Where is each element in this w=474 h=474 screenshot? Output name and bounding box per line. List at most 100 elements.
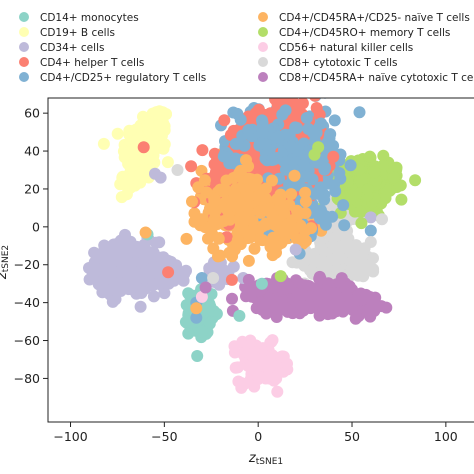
data-point	[271, 193, 284, 205]
data-point	[186, 195, 198, 208]
data-point	[259, 217, 272, 230]
data-point	[252, 190, 265, 202]
legend-marker	[19, 72, 29, 82]
data-point	[133, 175, 146, 188]
data-point	[233, 309, 246, 322]
data-point	[190, 311, 203, 324]
data-point	[177, 274, 190, 287]
data-point	[309, 255, 322, 267]
data-point	[255, 277, 268, 290]
data-point	[231, 107, 244, 120]
data-point	[153, 236, 166, 249]
data-point	[361, 183, 374, 196]
data-point	[262, 98, 266, 99]
data-point	[231, 234, 244, 247]
legend-label: CD14+ monocytes	[40, 12, 139, 24]
data-point	[300, 235, 312, 247]
legend-label: CD8+ cytotoxic T cells	[279, 57, 398, 69]
data-point	[269, 98, 282, 106]
x-axis-label: ztSNE1	[248, 451, 283, 467]
data-point	[347, 253, 360, 265]
data-point	[285, 188, 298, 201]
legend-label: CD34+ cells	[40, 42, 104, 54]
legend-item: CD34+ cells	[19, 42, 104, 54]
data-point	[355, 217, 368, 230]
data-point	[238, 214, 251, 227]
data-point	[122, 147, 135, 160]
data-point	[291, 122, 303, 134]
data-point	[162, 266, 175, 279]
data-point	[228, 243, 241, 256]
data-point	[139, 226, 152, 239]
data-point	[377, 193, 390, 205]
data-point	[196, 325, 209, 338]
data-point	[367, 252, 379, 265]
data-point	[97, 137, 110, 150]
data-point	[218, 114, 231, 127]
data-point	[274, 270, 287, 283]
data-point	[343, 280, 356, 293]
x-tick-label: −100	[53, 429, 87, 444]
data-point	[346, 265, 358, 278]
data-point	[266, 154, 279, 166]
data-point	[260, 182, 272, 195]
data-point	[134, 300, 147, 313]
data-point	[196, 144, 209, 157]
legend-item: CD4+/CD45RO+ memory T cells	[258, 27, 450, 39]
data-point	[226, 199, 239, 212]
legend-marker	[19, 12, 29, 22]
data-point	[256, 126, 269, 139]
data-point	[180, 232, 193, 245]
data-point	[161, 156, 174, 169]
data-point	[219, 184, 232, 197]
data-point	[154, 171, 167, 184]
legend-marker	[258, 72, 268, 82]
legend: CD14+ monocytes CD19+ B cells CD34+ cells C…	[19, 12, 474, 84]
legend-item: CD8+ cytotoxic T cells	[258, 57, 398, 69]
legend-marker	[19, 57, 29, 67]
data-point	[106, 295, 119, 308]
legend-label: CD56+ natural killer cells	[279, 42, 413, 54]
data-point	[340, 289, 353, 302]
data-point	[256, 234, 269, 247]
data-point	[185, 160, 198, 173]
legend-item: CD4+/CD45RA+/CD25- naïve T cells	[258, 12, 470, 24]
data-point	[160, 108, 172, 121]
data-point	[113, 266, 126, 279]
data-point	[375, 300, 388, 313]
x-tick-label: −50	[151, 429, 177, 444]
data-point	[363, 303, 376, 316]
data-point	[333, 167, 346, 179]
data-point	[252, 370, 265, 383]
y-tick-label: 40	[24, 144, 40, 159]
data-point	[120, 188, 133, 201]
data-point	[267, 231, 280, 244]
data-point	[259, 138, 272, 151]
data-point	[225, 273, 238, 286]
x-tick-label: 50	[344, 429, 360, 444]
data-point	[328, 253, 341, 266]
data-point	[242, 124, 255, 137]
data-point	[137, 253, 150, 266]
data-point	[85, 272, 98, 284]
data-point	[223, 213, 236, 226]
data-point	[228, 340, 241, 353]
data-point	[309, 98, 321, 102]
legend-label: CD19+ B cells	[40, 27, 115, 39]
data-point	[180, 264, 192, 277]
legend-marker	[19, 27, 29, 37]
data-point	[270, 216, 283, 229]
data-point	[248, 380, 261, 393]
data-point	[299, 195, 312, 208]
legend-label: CD4+/CD25+ regulatory T cells	[40, 72, 206, 84]
data-point	[243, 190, 256, 202]
y-axis-label: ztSNE2	[0, 245, 11, 280]
data-point	[147, 127, 159, 139]
data-point	[354, 205, 367, 218]
data-point	[270, 246, 282, 259]
data-point	[296, 98, 309, 110]
data-point	[377, 149, 390, 162]
legend-item: CD4+ helper T cells	[19, 57, 144, 69]
scatter-points	[83, 98, 422, 398]
data-point	[195, 290, 208, 303]
